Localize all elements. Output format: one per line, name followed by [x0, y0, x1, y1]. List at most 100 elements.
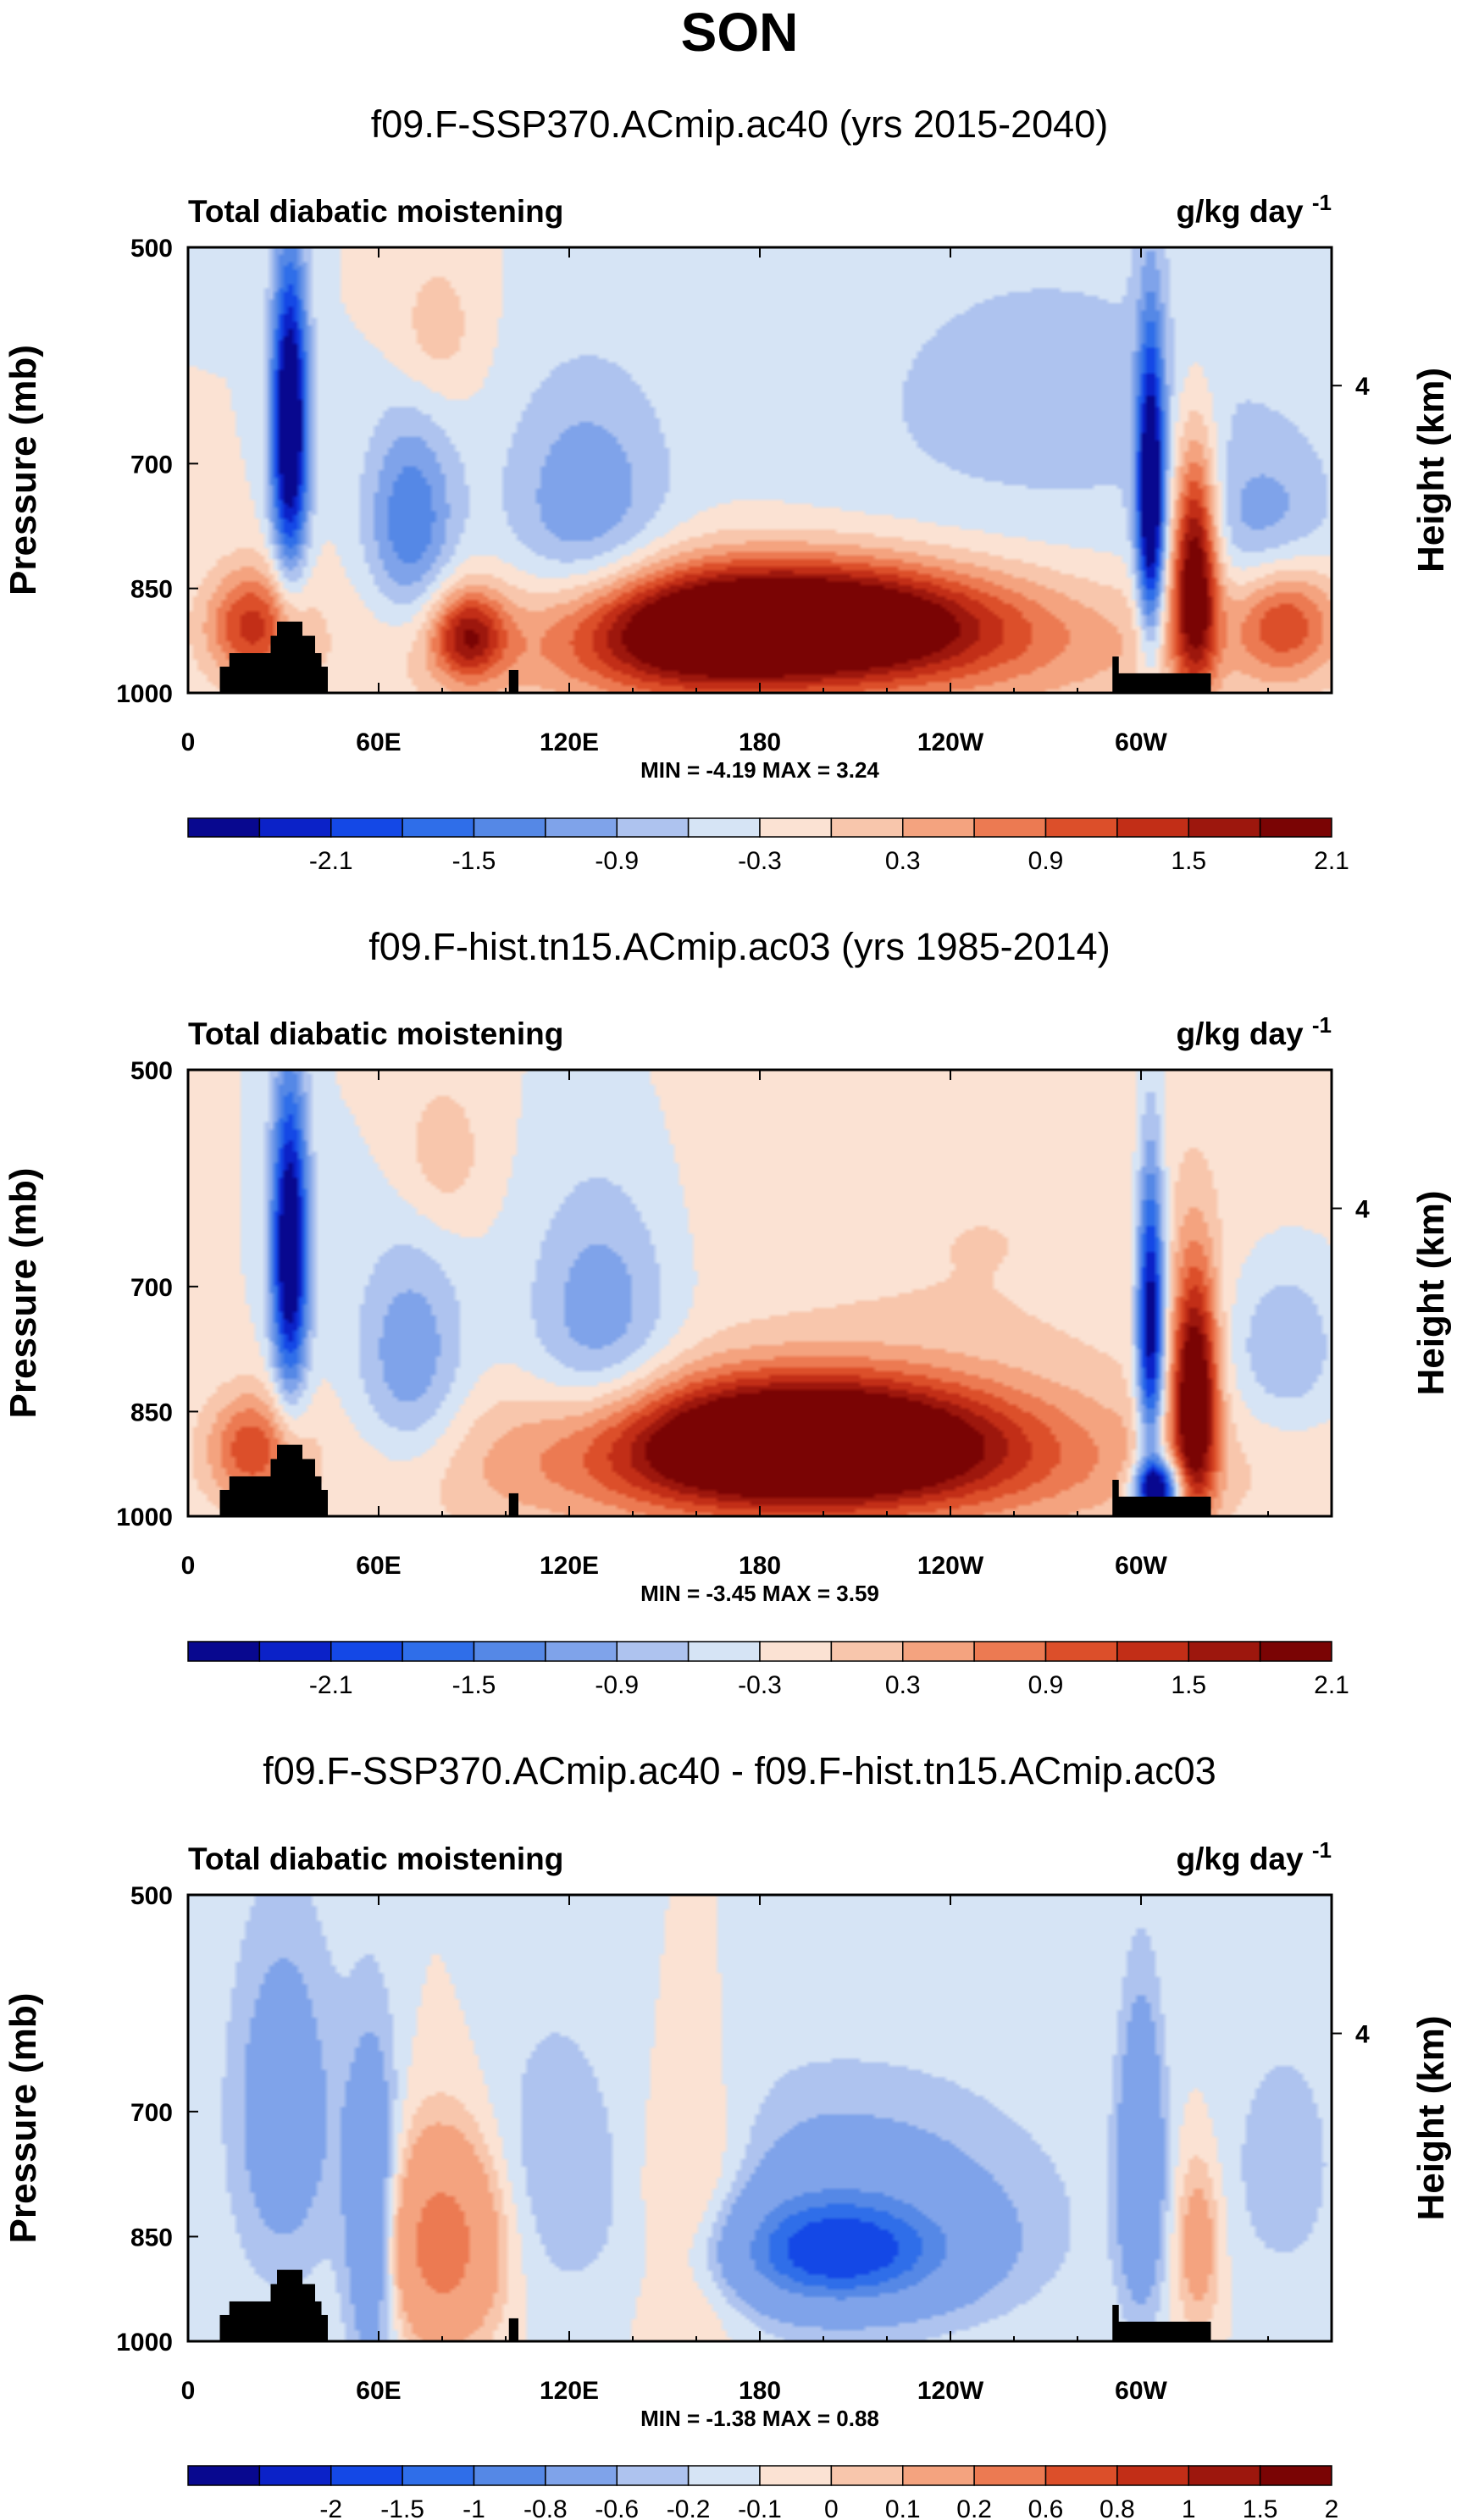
min-max-stats: MIN = -1.38 MAX = 0.88 [640, 2406, 879, 2431]
colorbar-box [616, 2465, 690, 2486]
right-tick-label: 4 [1355, 1196, 1370, 1224]
colorbar-box [1116, 1641, 1189, 1662]
colorbar-box [258, 1641, 332, 1662]
contour-field [188, 1070, 1332, 1516]
x-tick-label: 0 [181, 728, 196, 756]
colorbar-label: 0 [824, 2495, 839, 2520]
colorbar-box [973, 2465, 1047, 2486]
colorbar-box [187, 1641, 261, 1662]
x-tick-label: 60E [356, 728, 401, 756]
colorbar-box [330, 817, 403, 838]
colorbar-label: 0.9 [1028, 847, 1064, 875]
colorbar-box [330, 1641, 403, 1662]
topography-mask [277, 2269, 302, 2341]
colorbar-label: -0.9 [595, 1671, 639, 1699]
colorbar-box [187, 2465, 261, 2486]
panel-title: f09.F-hist.tn15.ACmip.ac03 (yrs 1985-201… [368, 925, 1111, 968]
y-axis-label: Pressure (mb) [3, 1993, 44, 2244]
colorbar-box [759, 817, 833, 838]
colorbar-box [330, 2465, 403, 2486]
y-tick-label: 500 [130, 1882, 173, 1910]
colorbar-label: 2.1 [1314, 847, 1349, 875]
y-axis-label: Pressure (mb) [3, 345, 44, 595]
x-tick-label: 60W [1115, 2377, 1167, 2405]
colorbar-label: -2.1 [309, 1671, 353, 1699]
x-tick-label: 180 [739, 728, 781, 756]
y-tick-label: 500 [130, 1057, 173, 1085]
colorbar-label: 2.1 [1314, 1671, 1349, 1699]
panel-title: f09.F-SSP370.ACmip.ac40 - f09.F-hist.tn1… [263, 1749, 1216, 1792]
colorbar-box [473, 2465, 546, 2486]
chart-panel-1: 0 60E 120E 180 120W 60W 500 700 850 1000 4 Pressure… [3, 1012, 1452, 1699]
colorbar-box [616, 817, 690, 838]
colorbar-box [902, 2465, 975, 2486]
colorbar-box [973, 1641, 1047, 1662]
y-axis-label-right: Height (km) [1410, 2016, 1452, 2221]
colorbar-box [616, 1641, 690, 1662]
contour-field [188, 247, 1332, 693]
colorbar-label: 0.6 [1028, 2495, 1064, 2520]
colorbar-label: 0.1 [885, 2495, 921, 2520]
right-tick-label: 4 [1355, 2021, 1370, 2049]
colorbar-label: 0.3 [885, 847, 921, 875]
colorbar-label: 1.5 [1243, 2495, 1278, 2520]
colorbar-label: -1 [463, 2495, 485, 2520]
variable-label: Total diabatic moistening [188, 1842, 563, 1876]
colorbar-label: 0.8 [1100, 2495, 1135, 2520]
topography-mask [277, 1444, 302, 1516]
colorbar-label: -1.5 [380, 2495, 424, 2520]
x-tick-label: 180 [739, 1552, 781, 1580]
y-tick-label: 1000 [116, 680, 173, 708]
colorbar-label: 1 [1182, 2495, 1196, 2520]
y-tick-label: 700 [130, 451, 173, 479]
colorbar-label: 0.2 [956, 2495, 992, 2520]
colorbar-box [830, 1641, 904, 1662]
colorbar-box [473, 817, 546, 838]
colorbar-label: 2 [1325, 2495, 1339, 2520]
units-label: g/kg day -1 [1176, 190, 1332, 229]
x-tick-label: 60W [1115, 728, 1167, 756]
topography-mask [508, 1493, 518, 1516]
colorbar-box [187, 817, 261, 838]
colorbar-box [1259, 1641, 1332, 1662]
colorbar-box [902, 817, 975, 838]
colorbar-box [759, 1641, 833, 1662]
variable-label: Total diabatic moistening [188, 1016, 563, 1051]
topography-mask [1116, 673, 1211, 693]
x-tick-label: 0 [181, 1552, 196, 1580]
colorbar-label: 1.5 [1171, 1671, 1206, 1699]
chart-panel-0: 0 60E 120E 180 120W 60W 500 700 850 1000 4 Pressure… [3, 190, 1452, 875]
variable-label: Total diabatic moistening [188, 194, 563, 229]
y-tick-label: 850 [130, 1398, 173, 1426]
x-tick-label: 120W [917, 728, 984, 756]
x-tick-label: 60E [356, 2377, 401, 2405]
colorbar-box [902, 1641, 975, 1662]
units-label: g/kg day -1 [1176, 1012, 1332, 1051]
topography-mask [1116, 1496, 1211, 1516]
y-tick-label: 1000 [116, 2329, 173, 2357]
colorbar-box [759, 2465, 833, 2486]
colorbar-label: 0.3 [885, 1671, 921, 1699]
colorbar-box [258, 2465, 332, 2486]
x-tick-label: 120E [540, 728, 599, 756]
x-tick-label: 0 [181, 2377, 196, 2405]
colorbar-box [973, 817, 1047, 838]
topography-mask [508, 2318, 518, 2341]
x-tick-label: 120W [917, 2377, 984, 2405]
min-max-stats: MIN = -3.45 MAX = 3.59 [640, 1581, 879, 1606]
colorbar-box [545, 817, 618, 838]
colorbar-label: -2 [319, 2495, 342, 2520]
colorbar-label: -0.8 [523, 2495, 568, 2520]
colorbar-box [402, 1641, 475, 1662]
x-tick-label: 180 [739, 2377, 781, 2405]
colorbar-box [1116, 817, 1189, 838]
figure-title: SON [680, 2, 799, 63]
colorbar-box [830, 2465, 904, 2486]
units-label: g/kg day -1 [1176, 1837, 1332, 1876]
colorbar-label: -0.1 [738, 2495, 782, 2520]
colorbar-label: 1.5 [1171, 847, 1206, 875]
x-tick-label: 120E [540, 1552, 599, 1580]
right-tick-label: 4 [1355, 373, 1370, 401]
colorbar-box [687, 817, 761, 838]
panel-title: f09.F-SSP370.ACmip.ac40 (yrs 2015-2040) [370, 102, 1109, 146]
